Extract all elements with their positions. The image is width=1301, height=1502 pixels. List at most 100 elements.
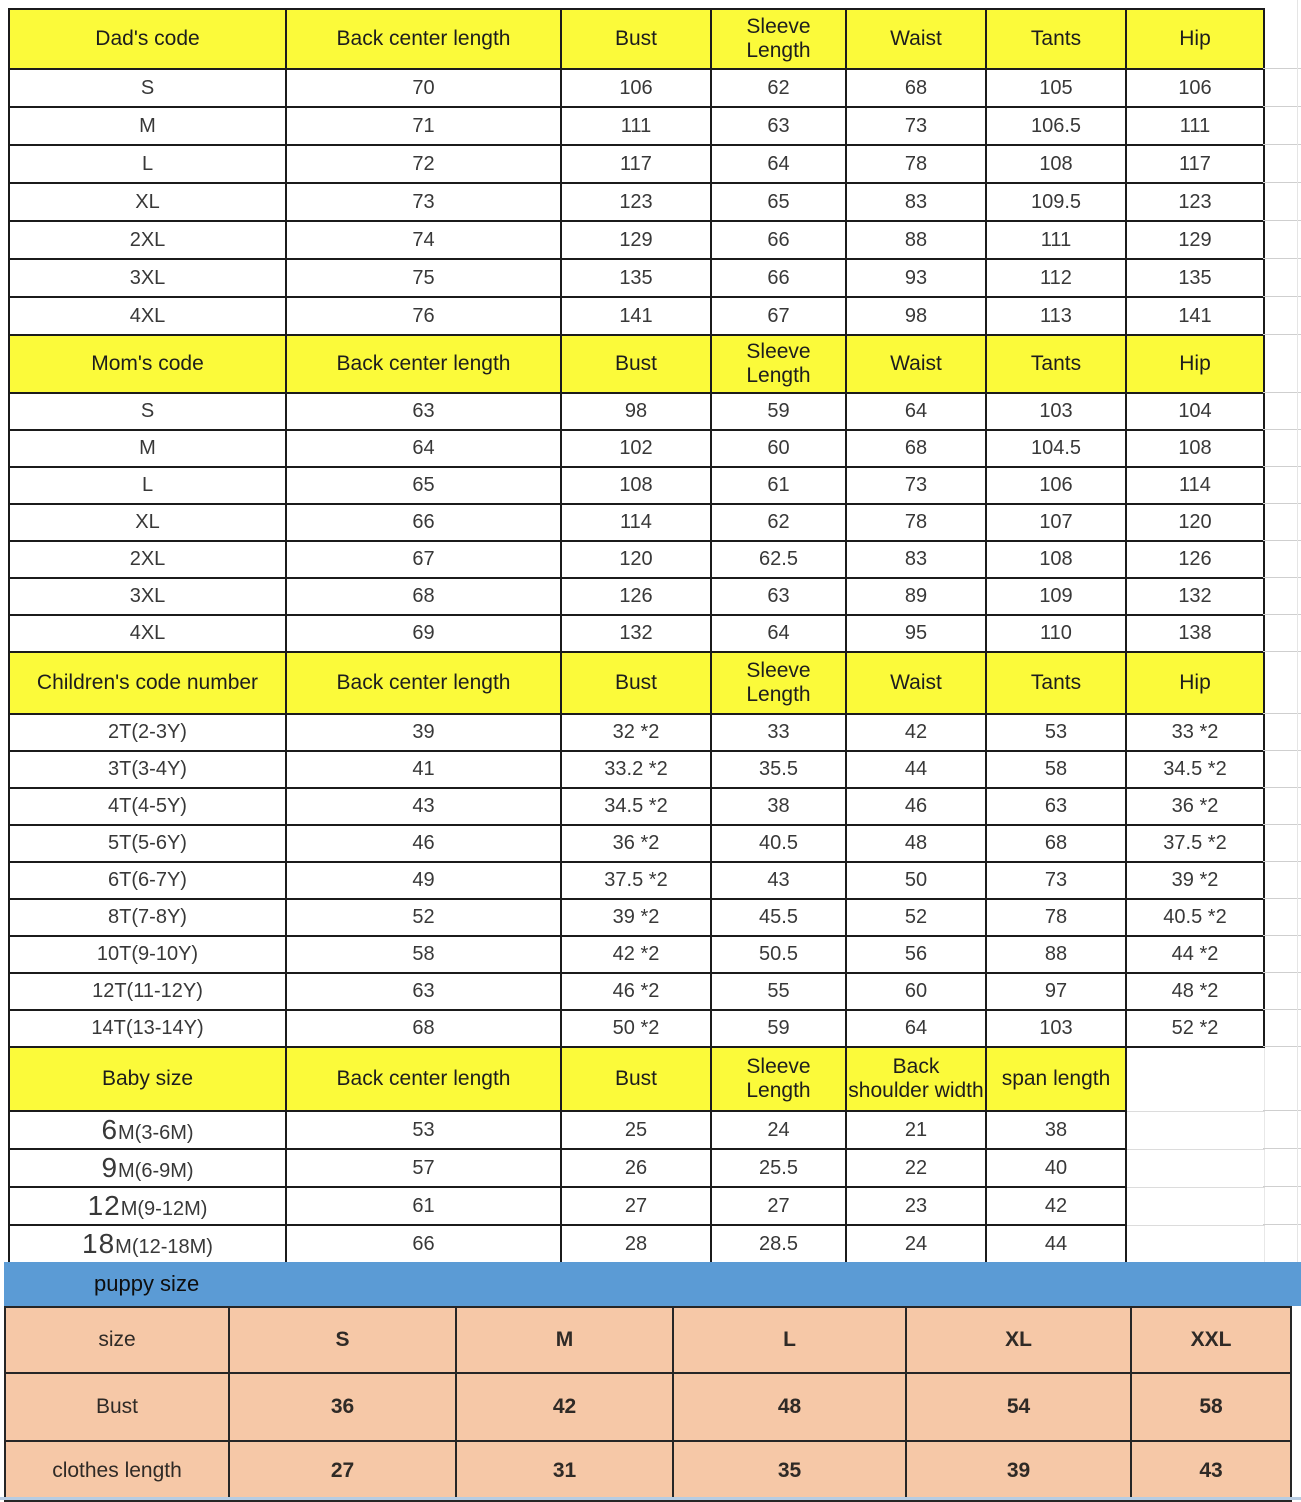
- value-cell: 106: [985, 466, 1127, 505]
- header-cell: Hip: [1125, 8, 1265, 70]
- value-cell: 58: [985, 750, 1127, 789]
- ghost-cell: [1126, 1187, 1265, 1226]
- value-cell: 109.5: [985, 182, 1127, 222]
- value-cell: 64: [845, 392, 987, 431]
- table-row: 12T(11-12Y) 63 46 *2 55 60 97 48 *2: [8, 972, 1265, 1011]
- value-cell: 62.5: [710, 540, 847, 579]
- value-cell: 78: [985, 898, 1127, 937]
- value-cell: 70: [285, 68, 562, 108]
- value-cell: 78: [845, 144, 987, 184]
- value-cell: 114: [1125, 466, 1265, 505]
- value-cell: 106.5: [985, 106, 1127, 146]
- header-cell: Sleeve Length: [710, 334, 847, 394]
- value-cell: 46 *2: [560, 972, 712, 1011]
- table-row: 3XL 75 135 66 93 112 135: [8, 258, 1265, 298]
- value-cell: 57: [285, 1148, 562, 1188]
- value-cell: 44: [845, 750, 987, 789]
- value-cell: 48: [845, 824, 987, 863]
- value-cell: 62: [710, 503, 847, 542]
- value-cell: 44 *2: [1125, 935, 1265, 974]
- value-cell: 64: [845, 1009, 987, 1048]
- header-cell: Waist: [845, 334, 987, 394]
- header-cell: Waist: [845, 651, 987, 715]
- ghost-cell: [1126, 1111, 1265, 1150]
- grid-sliver-dad: [1263, 68, 1301, 335]
- value-cell: 98: [845, 296, 987, 336]
- value-cell: 108: [560, 466, 712, 505]
- table-row: L 72 117 64 78 108 117: [8, 144, 1265, 184]
- header-cell: Bust: [560, 8, 712, 70]
- header-cell: Hip: [1125, 334, 1265, 394]
- value-cell: 26: [560, 1148, 712, 1188]
- table-row: XL 73 123 65 83 109.5 123: [8, 182, 1265, 222]
- value-cell: 12T(11-12Y): [8, 972, 287, 1011]
- table-row: XL 66 114 62 78 107 120: [8, 503, 1265, 542]
- value-cell: 48 *2: [1125, 972, 1265, 1011]
- value-cell: 2XL: [8, 220, 287, 260]
- value-cell: 106: [1125, 68, 1265, 108]
- value-cell: 52 *2: [1125, 1009, 1265, 1048]
- header-cell: Back center length: [285, 8, 562, 70]
- value-cell: 66: [710, 258, 847, 298]
- table-row: 4XL 69 132 64 95 110 138: [8, 614, 1265, 653]
- puppy-value-cell: 27: [228, 1440, 457, 1502]
- value-cell: 50: [845, 861, 987, 900]
- table-row: 12M(9-12M) 61 27 27 23 42: [8, 1186, 1265, 1226]
- header-row-mom: Mom's code Back center length Bust Sleeve Le…: [8, 334, 1265, 394]
- value-cell: 36 *2: [560, 824, 712, 863]
- value-cell: 63: [985, 787, 1127, 826]
- value-cell: 83: [845, 182, 987, 222]
- value-cell: 129: [1125, 220, 1265, 260]
- value-cell: 75: [285, 258, 562, 298]
- value-cell: 93: [845, 258, 987, 298]
- value-cell: XL: [8, 503, 287, 542]
- value-cell: 58: [285, 935, 562, 974]
- value-cell: 109: [985, 577, 1127, 616]
- value-cell: 112: [985, 258, 1127, 298]
- value-cell: 52: [845, 898, 987, 937]
- value-cell: 88: [845, 220, 987, 260]
- puppy-value-cell: 31: [455, 1440, 674, 1502]
- value-cell: M: [8, 106, 287, 146]
- value-cell: 141: [560, 296, 712, 336]
- value-cell: 73: [285, 182, 562, 222]
- value-cell: 34.5 *2: [560, 787, 712, 826]
- value-cell: 45.5: [710, 898, 847, 937]
- value-cell: 141: [1125, 296, 1265, 336]
- value-cell: 135: [1125, 258, 1265, 298]
- value-cell: 3XL: [8, 577, 287, 616]
- value-cell: 132: [1125, 577, 1265, 616]
- value-cell: 43: [285, 787, 562, 826]
- value-cell: 27: [560, 1186, 712, 1226]
- table-row: 4XL 76 141 67 98 113 141: [8, 296, 1265, 336]
- value-cell: 97: [985, 972, 1127, 1011]
- header-cell: Sleeve Length: [710, 651, 847, 715]
- header-cell: Tants: [985, 334, 1127, 394]
- value-cell: 98: [560, 392, 712, 431]
- value-cell: 72: [285, 144, 562, 184]
- value-cell: 4T(4-5Y): [8, 787, 287, 826]
- table-row: 3XL 68 126 63 89 109 132: [8, 577, 1265, 616]
- header-cell: Children's code number: [8, 651, 287, 715]
- table-row: 10T(9-10Y) 58 42 *2 50.5 56 88 44 *2: [8, 935, 1265, 974]
- value-cell: 43: [710, 861, 847, 900]
- value-cell: 28: [560, 1224, 712, 1264]
- value-cell: 3XL: [8, 258, 287, 298]
- puppy-size-label: puppy size: [94, 1271, 200, 1296]
- ghost-cell: [1126, 1225, 1265, 1264]
- value-cell: 42: [845, 713, 987, 752]
- value-cell: 66: [710, 220, 847, 260]
- puppy-value-cell: 48: [672, 1372, 907, 1442]
- value-cell: 102: [560, 429, 712, 468]
- value-cell: M: [8, 429, 287, 468]
- value-cell: 22: [845, 1148, 987, 1188]
- puppy-value-cell: 36: [228, 1372, 457, 1442]
- value-cell: 46: [285, 824, 562, 863]
- puppy-size-bar: puppy size: [4, 1262, 1301, 1306]
- value-cell: 32 *2: [560, 713, 712, 752]
- value-cell: 34.5 *2: [1125, 750, 1265, 789]
- header-cell: Dad's code: [8, 8, 287, 70]
- value-cell: 63: [285, 392, 562, 431]
- value-cell: 59: [710, 1009, 847, 1048]
- value-cell: 68: [285, 577, 562, 616]
